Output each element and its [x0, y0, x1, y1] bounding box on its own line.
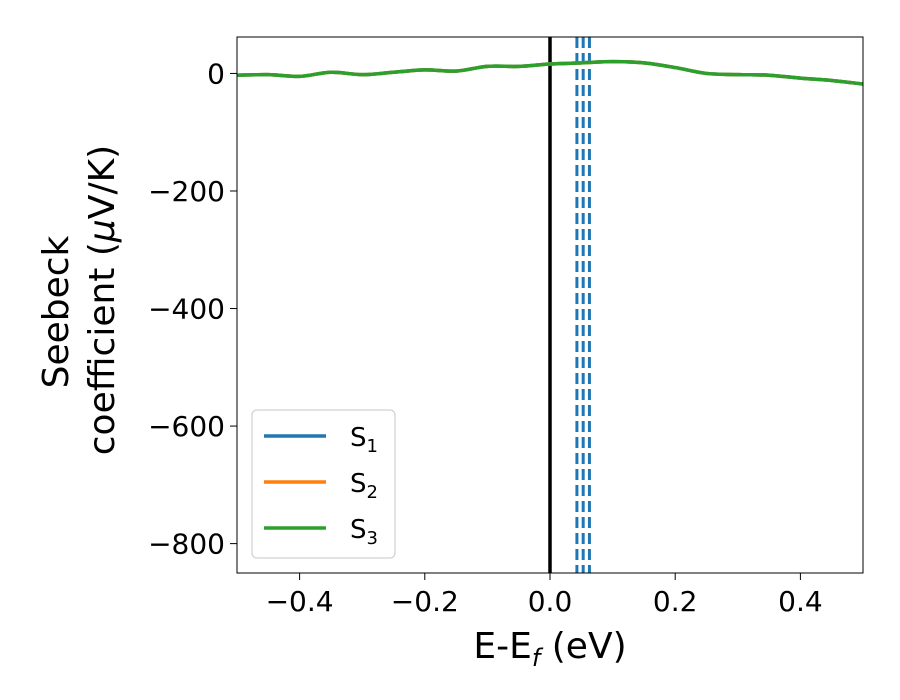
legend-item-s2: S2 — [264, 469, 378, 503]
y-tick-label: −800 — [148, 528, 225, 561]
series-line-s3 — [237, 59, 863, 86]
legend: S1 S2 S3 — [251, 409, 396, 559]
x-tick-label: 0.4 — [778, 585, 823, 618]
legend-box — [251, 409, 396, 559]
x-tick-label: 0.2 — [653, 585, 698, 618]
y-axis-label-line2: coefficient (μV/K) — [82, 145, 123, 455]
x-axis-ticks: −0.4 −0.2 0.0 0.2 0.4 — [266, 573, 823, 618]
x-tick-label: 0.0 — [528, 585, 573, 618]
legend-label: S3 — [350, 515, 378, 549]
y-tick-label: 0 — [207, 57, 225, 90]
y-tick-label: −200 — [148, 175, 225, 208]
y-axis-label-line1: Seebeck — [36, 235, 77, 388]
y-axis-label-line1-group: Seebeck — [36, 235, 77, 388]
legend-item-s1: S1 — [264, 423, 378, 457]
legend-item-s3: S3 — [264, 515, 378, 549]
y-tick-label: −400 — [148, 293, 225, 326]
x-tick-label: −0.4 — [266, 585, 334, 618]
y-axis-label-line2-group: coefficient (μV/K) — [82, 145, 123, 455]
y-axis-ticks: 0 −200 −400 −600 −800 — [148, 57, 237, 561]
plot-area — [236, 36, 864, 574]
legend-label: S2 — [350, 469, 378, 503]
x-axis-label: E-Ef (eV) — [473, 626, 626, 672]
y-tick-label: −600 — [148, 410, 225, 443]
legend-label: S1 — [350, 423, 378, 457]
plot-marks — [237, 37, 863, 573]
x-tick-label: −0.2 — [391, 585, 459, 618]
